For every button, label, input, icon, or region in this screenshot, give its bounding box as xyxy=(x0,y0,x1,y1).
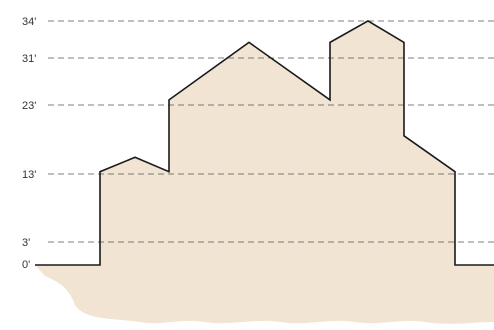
height-label-34: 34' xyxy=(22,16,36,28)
building-outline xyxy=(35,19,494,266)
ground-area xyxy=(35,265,494,324)
height-label-13: 13' xyxy=(22,169,36,181)
height-label-23: 23' xyxy=(22,100,36,112)
height-label-3: 3' xyxy=(22,237,30,249)
height-guide-lines xyxy=(48,20,494,243)
height-label-0: 0' xyxy=(22,259,30,271)
building-silhouette xyxy=(35,20,494,266)
height-label-31: 31' xyxy=(22,53,36,65)
